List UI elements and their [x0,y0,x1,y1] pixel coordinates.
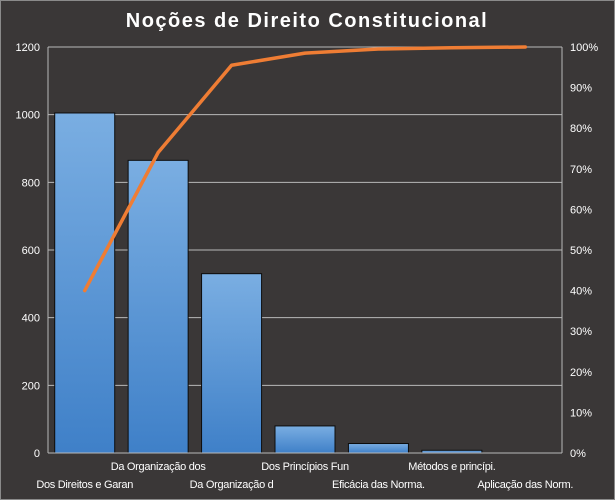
x-category-label: Da Organização dos [111,461,207,473]
bar [201,273,263,454]
y2-tick-label: 60% [570,204,592,216]
axes [47,47,563,454]
y2-tick-label: 100% [570,42,598,54]
x-category-label: Aplicação das Norm. [477,479,573,491]
line-point [230,63,234,67]
y-tick-label: 1200 [16,42,40,54]
cumulative-line-series [82,45,528,293]
x-category-label: Dos Princípios Fun [261,461,349,473]
line-point [83,289,87,293]
y-tick-label: 400 [22,313,40,325]
y-tick-label: 200 [22,380,40,392]
bar [127,159,189,454]
y2-tick-label: 40% [570,286,592,298]
line-point [523,45,527,49]
y-tick-label: 800 [22,177,40,189]
y2-tick-label: 10% [570,407,592,419]
y-tick-label: 1000 [16,110,40,122]
x-category-label: Dos Direitos e Garan [36,479,133,491]
y-tick-label: 600 [22,245,40,257]
line-point [376,47,380,51]
bar [54,112,116,454]
x-category-label: Métodos e princípi. [408,461,495,473]
y2-tick-label: 80% [570,123,592,135]
x-category-label: Da Organização d [190,479,274,491]
y2-tick-label: 0% [570,448,586,460]
y2-tick-label: 70% [570,164,592,176]
bar [274,425,336,454]
y-tick-label: 0 [34,448,40,460]
line-point [303,51,307,55]
y2-tick-label: 50% [570,245,592,257]
chart-title: Noções de Direito Constitucional [126,10,488,32]
line-point [450,46,454,50]
y2-tick-label: 20% [570,367,592,379]
y2-tick-label: 90% [570,83,592,95]
axis-labels: 0 200 400 600 800 1000 1200 0% 10% 20% 30% 40% 50% 60… [16,42,599,491]
bar [347,443,409,454]
bar-series [54,112,483,454]
line-point [156,151,160,155]
x-category-label: Eficácia das Norma. [332,479,425,491]
y2-tick-label: 30% [570,326,592,338]
